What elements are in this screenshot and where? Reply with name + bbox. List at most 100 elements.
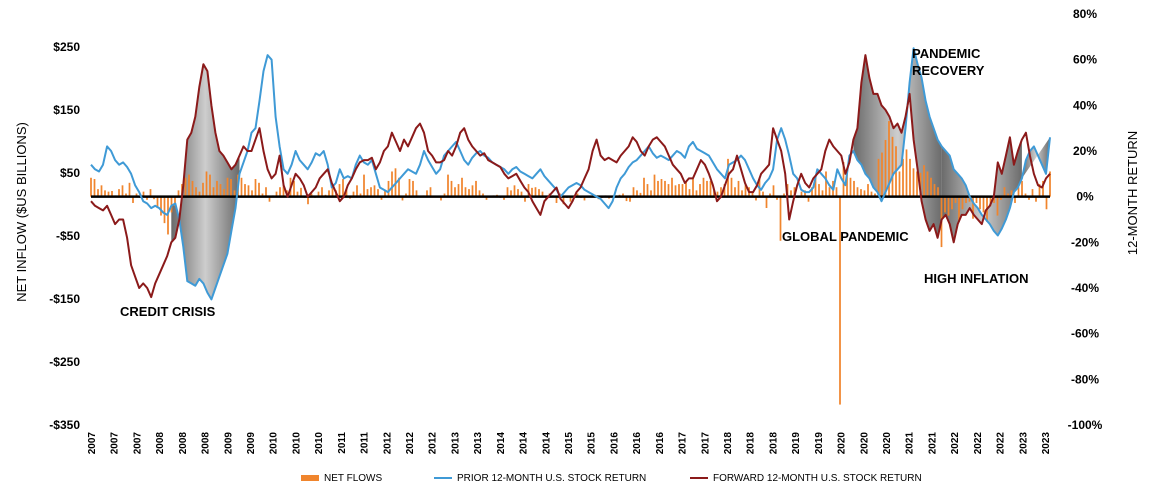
net-flow-bar — [471, 185, 474, 197]
net-flow-bar — [527, 184, 530, 197]
net-flow-bar — [258, 182, 260, 197]
net-flow-bar — [930, 177, 932, 197]
right-tick-label: 20% — [1073, 144, 1097, 158]
net-flow-bar — [440, 196, 442, 201]
net-flow-bar — [944, 196, 946, 213]
net-flow-bar — [762, 191, 764, 197]
x-tick-label: 2020 — [837, 432, 848, 455]
net-flows-bars — [90, 121, 1051, 405]
right-tick-label: 60% — [1073, 53, 1097, 67]
net-flow-bar — [216, 180, 218, 197]
net-flow-bar — [1007, 193, 1009, 197]
annotation-global-pandemic: GLOBAL PANDEMIC — [782, 229, 909, 244]
net-flow-bar — [958, 196, 960, 222]
net-flow-bar — [835, 187, 838, 197]
net-flow-bar — [426, 190, 428, 197]
net-flow-bar — [639, 192, 642, 197]
net-flow-bar — [377, 189, 379, 197]
net-flow-bar — [804, 190, 806, 197]
x-axis-ticks: 2007 2007 2007 2008 2008 2008 2009 2009 2010 2010… — [87, 432, 1052, 455]
net-flow-bar — [842, 162, 845, 197]
x-tick-label: 2012 — [428, 432, 439, 455]
net-flow-bar — [485, 196, 488, 200]
net-flow-bar — [251, 190, 253, 197]
net-flow-bar — [916, 171, 918, 197]
x-tick-label: 2016 — [609, 432, 620, 455]
left-tick-label: -$350 — [49, 418, 80, 432]
net-flow-bar — [702, 177, 705, 197]
right-tick-label: 80% — [1073, 7, 1097, 21]
net-flow-bar — [881, 152, 883, 197]
net-flow-bar — [555, 196, 558, 203]
net-flow-bar — [163, 196, 166, 224]
net-flow-bar — [401, 196, 404, 201]
net-flow-bar — [947, 196, 950, 216]
net-flow-bar — [104, 190, 106, 197]
right-axis-ticks: 80% 60% 40% 20% 0% -20% -40% -60% -80% -100% — [1068, 7, 1103, 432]
net-flow-bar — [874, 193, 876, 197]
net-flow-bar — [818, 184, 820, 197]
net-flow-bar — [926, 171, 929, 197]
net-flow-bar — [212, 187, 215, 197]
net-flow-bar — [664, 180, 666, 197]
net-flow-bar — [524, 196, 526, 202]
net-flow-bar — [1024, 193, 1027, 197]
right-tick-label: 0% — [1076, 190, 1094, 204]
net-flow-bar — [1045, 196, 1048, 210]
net-flow-bar — [146, 196, 148, 200]
net-flow-bar — [646, 184, 649, 197]
net-flow-bar — [398, 177, 400, 197]
net-flow-bar — [412, 180, 414, 197]
net-flow-bar — [772, 185, 775, 197]
net-flow-bar — [370, 187, 372, 197]
net-flow-bar — [965, 196, 967, 203]
net-flow-bar — [1000, 196, 1002, 200]
x-tick-label: 2022 — [973, 432, 984, 455]
net-flow-bar — [520, 191, 523, 197]
net-flow-bar — [923, 165, 925, 197]
net-flow-bar — [97, 189, 99, 197]
net-flow-bar — [569, 196, 572, 202]
net-flow-bar — [188, 174, 190, 197]
net-flow-bar — [951, 196, 953, 210]
net-flow-bar — [240, 177, 243, 197]
legend-label-forward-return: FORWARD 12-MONTH U.S. STOCK RETURN — [713, 473, 922, 484]
net-flow-bar — [331, 187, 334, 197]
x-tick-label: 2016 — [632, 432, 643, 455]
net-flow-bar — [177, 190, 180, 197]
net-flow-bar — [160, 196, 162, 216]
net-flow-bar — [905, 149, 908, 197]
right-tick-label: -40% — [1071, 281, 1099, 295]
net-flow-bar — [856, 187, 859, 197]
x-tick-label: 2019 — [814, 432, 825, 455]
net-flow-bar — [622, 193, 624, 197]
net-flow-bar — [993, 196, 995, 203]
x-tick-label: 2012 — [382, 432, 393, 455]
x-tick-label: 2015 — [587, 432, 598, 455]
net-flow-bar — [230, 179, 232, 197]
net-flow-bar — [174, 196, 176, 207]
net-flow-bar — [531, 187, 533, 197]
net-flow-bar — [877, 158, 880, 197]
annotation-pandemic: PANDEMIC — [912, 46, 981, 61]
net-flow-bar — [268, 196, 271, 202]
net-flow-bar — [989, 196, 992, 207]
x-tick-label: 2018 — [723, 432, 734, 455]
net-flow-bar — [562, 196, 565, 205]
net-flow-bar — [870, 191, 873, 197]
net-flow-bar — [121, 185, 124, 197]
net-flow-bar — [807, 196, 810, 202]
net-flow-bar — [751, 191, 754, 197]
net-flow-bar — [352, 191, 355, 197]
legend-label-prior-return: PRIOR 12-MONTH U.S. STOCK RETURN — [457, 473, 646, 484]
legend-swatch-net-flows — [301, 475, 319, 481]
net-flow-bar — [93, 179, 96, 197]
net-flow-bar — [583, 196, 586, 201]
prior-return-line — [90, 47, 1051, 301]
net-flow-bar — [461, 177, 463, 197]
x-tick-label: 2014 — [541, 432, 552, 455]
x-tick-label: 2013 — [473, 432, 484, 455]
net-flow-bar — [779, 196, 782, 241]
x-tick-label: 2010 — [314, 432, 325, 455]
left-tick-label: -$50 — [56, 229, 80, 243]
